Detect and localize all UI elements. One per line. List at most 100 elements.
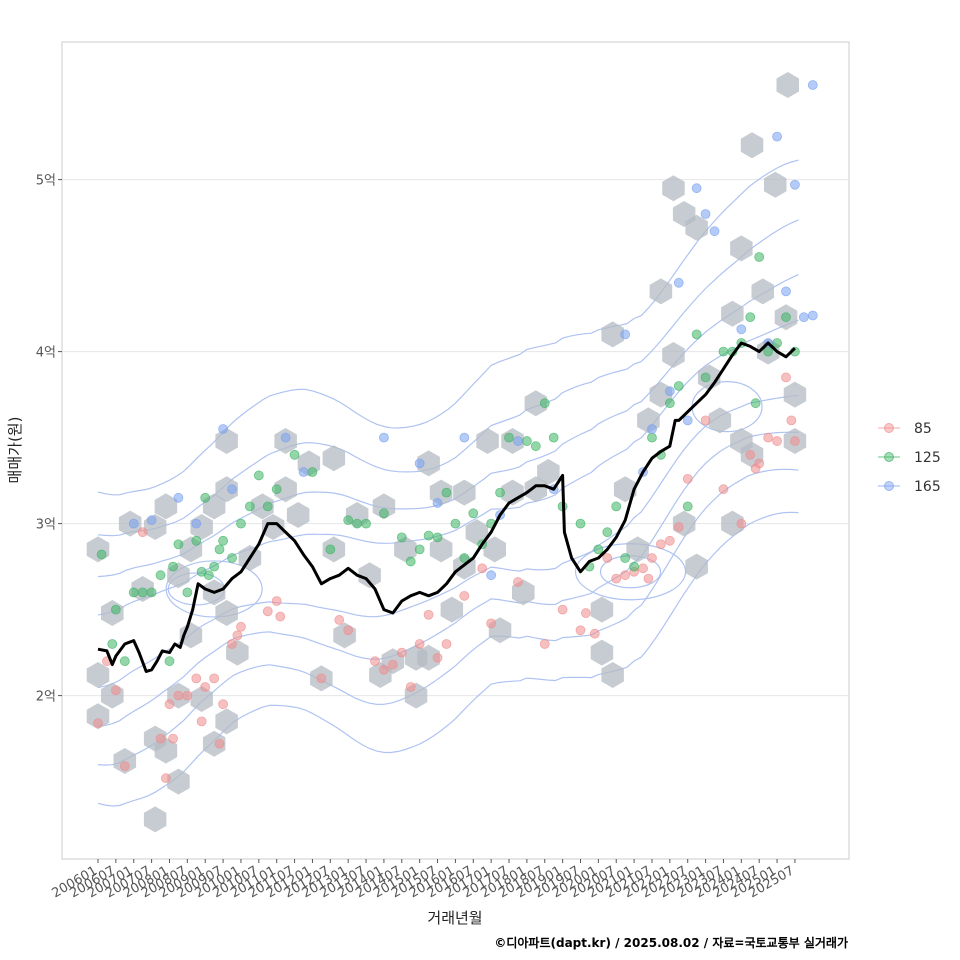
hexbin: [524, 390, 548, 417]
x-axis: 2006012006072007012007072008012008072009…: [50, 859, 797, 901]
data-point-125: [209, 561, 220, 572]
hexbin: [740, 132, 764, 159]
data-point-125: [227, 553, 237, 563]
data-point-85: [119, 761, 130, 772]
data-point-165: [647, 424, 657, 434]
data-point-85: [638, 563, 648, 574]
data-point-85: [664, 535, 675, 546]
data-point-125: [521, 436, 532, 446]
data-point-85: [763, 432, 774, 443]
data-point-165: [146, 515, 157, 526]
data-point-85: [682, 473, 693, 484]
data-point-125: [611, 501, 622, 512]
hexbin: [215, 708, 238, 735]
data-point-125: [593, 544, 604, 555]
data-point-165: [772, 131, 782, 142]
data-point-85: [343, 625, 354, 636]
data-point-85: [110, 685, 121, 696]
data-point-125: [107, 639, 118, 649]
hexbin: [372, 493, 396, 520]
hexbin: [215, 476, 238, 503]
hexbin: [476, 428, 499, 454]
y-tick-label: 4억: [36, 346, 56, 361]
hexbin: [322, 445, 346, 472]
data-point-125: [673, 381, 684, 391]
data-point-85: [155, 733, 166, 744]
data-point-125: [620, 553, 631, 563]
data-point-85: [161, 773, 171, 784]
data-point-125: [495, 487, 505, 498]
data-point-85: [786, 415, 797, 426]
hexbin: [721, 510, 744, 537]
hexbin: [730, 235, 753, 262]
y-tick-label: 3억: [36, 518, 56, 533]
data-point-125: [137, 587, 148, 598]
data-point-125: [530, 441, 541, 452]
hexbin: [429, 536, 453, 563]
data-point-165: [807, 80, 818, 90]
data-point-165: [459, 432, 470, 443]
data-point-125: [191, 535, 202, 546]
data-point-125: [664, 398, 675, 409]
data-point-85: [486, 618, 497, 629]
hexbin: [685, 553, 708, 580]
data-point-125: [450, 518, 461, 529]
data-point-125: [750, 398, 761, 409]
data-point-85: [191, 673, 202, 684]
data-point-125: [200, 492, 211, 503]
data-point-85: [589, 628, 600, 639]
hexbin: [358, 562, 381, 589]
data-point-165: [432, 498, 443, 508]
data-point-125: [96, 549, 107, 560]
data-point-85: [745, 449, 756, 460]
data-point-85: [423, 609, 434, 620]
data-point-165: [513, 436, 523, 446]
legend-label: 125: [914, 450, 941, 466]
data-point-85: [718, 484, 729, 495]
data-point-165: [736, 324, 747, 335]
data-point-85: [673, 522, 684, 532]
data-point-125: [236, 518, 246, 529]
data-point-125: [539, 398, 550, 409]
data-point-125: [700, 372, 711, 383]
data-point-165: [414, 458, 425, 469]
data-point-85: [182, 690, 193, 701]
hexbin: [453, 479, 476, 506]
data-point-125: [504, 432, 514, 443]
data-point-85: [647, 553, 657, 563]
data-point-165: [486, 570, 497, 581]
legend-key-point: [884, 423, 894, 433]
data-point-125: [754, 252, 765, 262]
y-axis: 2억 3억 4억 5억: [36, 174, 62, 705]
data-point-125: [629, 561, 639, 572]
data-point-85: [754, 458, 765, 469]
data-point-85: [232, 630, 243, 641]
data-point-165: [379, 432, 389, 443]
data-point-165: [298, 467, 309, 477]
y-tick-label: 2억: [36, 690, 56, 705]
data-point-85: [414, 639, 425, 649]
hexbin: [601, 321, 624, 348]
data-point-85: [611, 573, 622, 584]
y-axis-title: 매매가(원): [6, 417, 24, 484]
data-point-125: [110, 604, 121, 615]
data-point-85: [539, 639, 550, 649]
contour-line: [97, 468, 799, 766]
hexbin: [394, 536, 417, 563]
data-point-165: [781, 286, 791, 297]
data-point-125: [352, 518, 363, 529]
data-point-85: [781, 372, 791, 383]
data-point-85: [209, 673, 220, 684]
data-point-165: [280, 432, 291, 443]
data-point-125: [271, 484, 282, 495]
caption: ©디아파트(dapt.kr) / 2025.08.02 / 자료=국토교통부 실…: [494, 935, 848, 950]
contour-line: [97, 394, 799, 689]
hexbin: [601, 662, 624, 688]
data-point-85: [316, 673, 327, 684]
data-point-85: [275, 611, 286, 622]
data-point-125: [647, 432, 657, 443]
hexbin: [154, 493, 178, 520]
data-point-85: [772, 436, 782, 446]
data-point-85: [214, 738, 225, 749]
